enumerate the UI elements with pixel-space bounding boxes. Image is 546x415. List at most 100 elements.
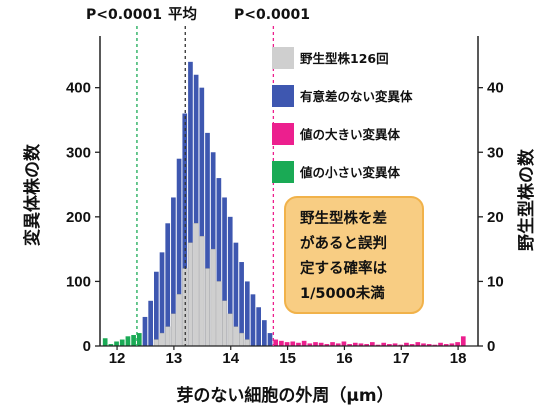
x-tick-label: 18 <box>450 350 467 367</box>
bar-4-17 <box>244 339 250 347</box>
bar-3-32 <box>449 343 455 346</box>
bar-4-16 <box>239 332 245 347</box>
bar-4-12 <box>216 281 222 347</box>
x-tick-label: 17 <box>393 350 410 367</box>
bar-4-2 <box>159 332 165 347</box>
bar-2-7 <box>176 158 182 346</box>
bar-4-5 <box>176 294 182 347</box>
bar-3-11 <box>330 342 335 347</box>
y2-tick-label: 40 <box>487 80 504 97</box>
bar-2-12 <box>205 132 210 347</box>
bar-3-25 <box>409 344 415 346</box>
bar-2-18 <box>239 262 244 346</box>
bar-4-14 <box>227 313 233 347</box>
bar-2-21 <box>256 307 261 346</box>
bar-3-8 <box>313 342 318 347</box>
bar-3-28 <box>426 344 432 346</box>
false-positive-note: 野生型株を差 があると誤判 定する確率は 1/5000未満 <box>284 196 424 314</box>
bar-3-17 <box>364 344 369 346</box>
legend-label: 値の大きい変異体 <box>299 127 401 142</box>
bar-3-19 <box>375 344 381 346</box>
bar-2-14 <box>216 178 222 346</box>
note-line: 野生型株を差 <box>300 211 387 227</box>
bar-2-1 <box>142 316 148 346</box>
bar-3-22 <box>392 343 398 346</box>
bar-3-31 <box>443 344 449 346</box>
legend-label: 値の小さい変異体 <box>299 165 401 180</box>
bar-4-8 <box>193 223 199 347</box>
y-tick-label: 200 <box>66 209 91 226</box>
legend-swatch <box>272 85 294 107</box>
y2-tick-label: 30 <box>487 144 504 161</box>
bar-4-4 <box>170 313 176 347</box>
bar-3-29 <box>432 344 438 346</box>
bar-3-5 <box>296 342 301 346</box>
bar-3-4 <box>290 341 296 346</box>
bar-1-5 <box>125 336 131 346</box>
bar-4-3 <box>165 326 171 347</box>
bar-4-1 <box>153 339 159 347</box>
bar-2-4 <box>159 252 165 346</box>
bar-3-34 <box>460 336 466 346</box>
bar-3-12 <box>335 343 341 346</box>
bar-2-17 <box>233 242 239 346</box>
note-line: 1/5000未満 <box>300 286 385 302</box>
bar-2-3 <box>154 271 159 346</box>
bar-1-2 <box>108 344 114 346</box>
bar-2-9 <box>188 61 193 346</box>
legend-label: 有意差のない変異体 <box>300 89 413 104</box>
reference-lines <box>136 26 275 346</box>
bar-3-21 <box>387 344 392 346</box>
bar-1-7 <box>136 333 142 346</box>
y-tick-label: 100 <box>66 273 91 290</box>
note-line: 定する確率は <box>300 261 387 277</box>
bar-1-6 <box>131 335 136 346</box>
y2-axis-title: 野生型株の数 <box>516 148 537 251</box>
legend-swatch <box>272 47 294 69</box>
bar-2-19 <box>244 281 250 346</box>
bar-3-10 <box>324 344 330 346</box>
note-line: があると誤判 <box>300 236 387 252</box>
y-tick-label: 300 <box>66 144 91 161</box>
bar-3-3 <box>284 342 290 347</box>
legend-swatch <box>272 161 294 183</box>
bar-1-4 <box>119 339 125 346</box>
x-tick-label: 15 <box>279 350 296 367</box>
y-tick-label: 0 <box>83 338 91 355</box>
bar-3-30 <box>438 342 443 346</box>
x-tick-label: 16 <box>336 350 353 367</box>
mean-annotation: 平均 <box>168 5 197 23</box>
y-axis-title: 変異体株の数 <box>22 143 43 246</box>
bar-2-8 <box>182 113 188 346</box>
bar-4-11 <box>210 248 216 347</box>
bar-3-20 <box>381 342 387 346</box>
bar-3-9 <box>318 342 324 346</box>
bar-4-15 <box>233 326 239 347</box>
bar-2-5 <box>165 223 171 346</box>
bar-3-6 <box>301 340 307 346</box>
bar-3-24 <box>404 342 409 346</box>
bar-3-27 <box>421 343 426 346</box>
bar-2-15 <box>222 197 227 346</box>
bar-3-15 <box>352 342 358 346</box>
bars-layer <box>102 61 466 347</box>
bar-4-7 <box>187 242 193 347</box>
x-tick-label: 12 <box>109 350 126 367</box>
bar-2-11 <box>199 87 205 347</box>
x-tick-label: 14 <box>222 350 239 367</box>
bar-3-18 <box>370 342 375 347</box>
y2-tick-label: 0 <box>487 338 495 355</box>
bar-2-23 <box>267 333 273 346</box>
y2-tick-label: 10 <box>487 273 504 290</box>
legend-label: 野生型株126回 <box>300 51 389 66</box>
bar-4-10 <box>204 268 211 347</box>
bar-4-13 <box>222 300 228 347</box>
x-tick-label: 13 <box>166 350 183 367</box>
left-p-annotation: P<0.0001 <box>86 7 162 23</box>
x-axis-title: 芽のない細胞の外周（μm） <box>176 385 393 406</box>
bar-2-20 <box>250 294 256 346</box>
bar-2-6 <box>171 197 176 346</box>
legend-swatch <box>272 123 294 145</box>
